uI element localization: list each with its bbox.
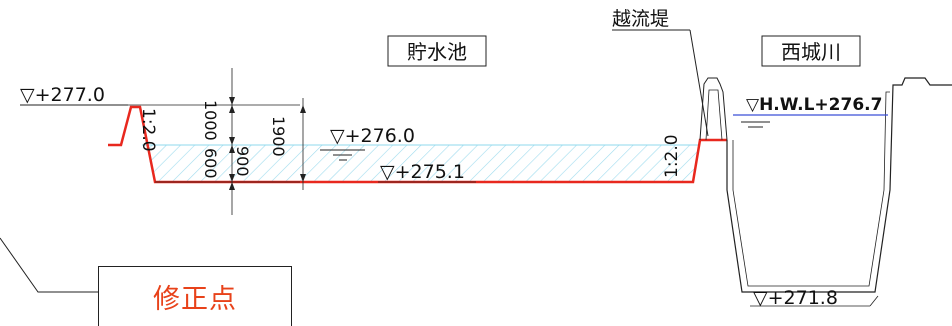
dim-1900: 1900 (269, 116, 288, 157)
elev-river-bottom: ▽+271.8 (753, 287, 838, 309)
reservoir-label: 貯水池 (407, 40, 467, 64)
slope-right: 1:2.0 (662, 134, 682, 178)
elev-water: ▽+276.0 (330, 125, 415, 147)
elev-hwl: ▽H.W.L+276.7 (746, 95, 882, 115)
overflow-levee-outline (700, 78, 727, 140)
overflow-leader (690, 30, 708, 136)
dim-600: 600 (201, 148, 220, 179)
correction-note-text: 修正点 (153, 277, 237, 316)
correction-note-box: 修正点 (98, 266, 292, 326)
slope-left: 1:2.0 (138, 108, 158, 152)
note-leader (0, 238, 98, 292)
overflow-levee-inner (706, 90, 722, 140)
elev-levee-top: ▽+277.0 (20, 84, 105, 106)
overflow-levee-label: 越流堤 (612, 8, 669, 30)
elev-bottom: ▽+275.1 (380, 161, 465, 183)
river-inner (733, 92, 890, 286)
dim-1000: 1000 (201, 100, 220, 141)
river-label: 西城川 (781, 40, 841, 64)
dim-900: 900 (233, 146, 252, 177)
